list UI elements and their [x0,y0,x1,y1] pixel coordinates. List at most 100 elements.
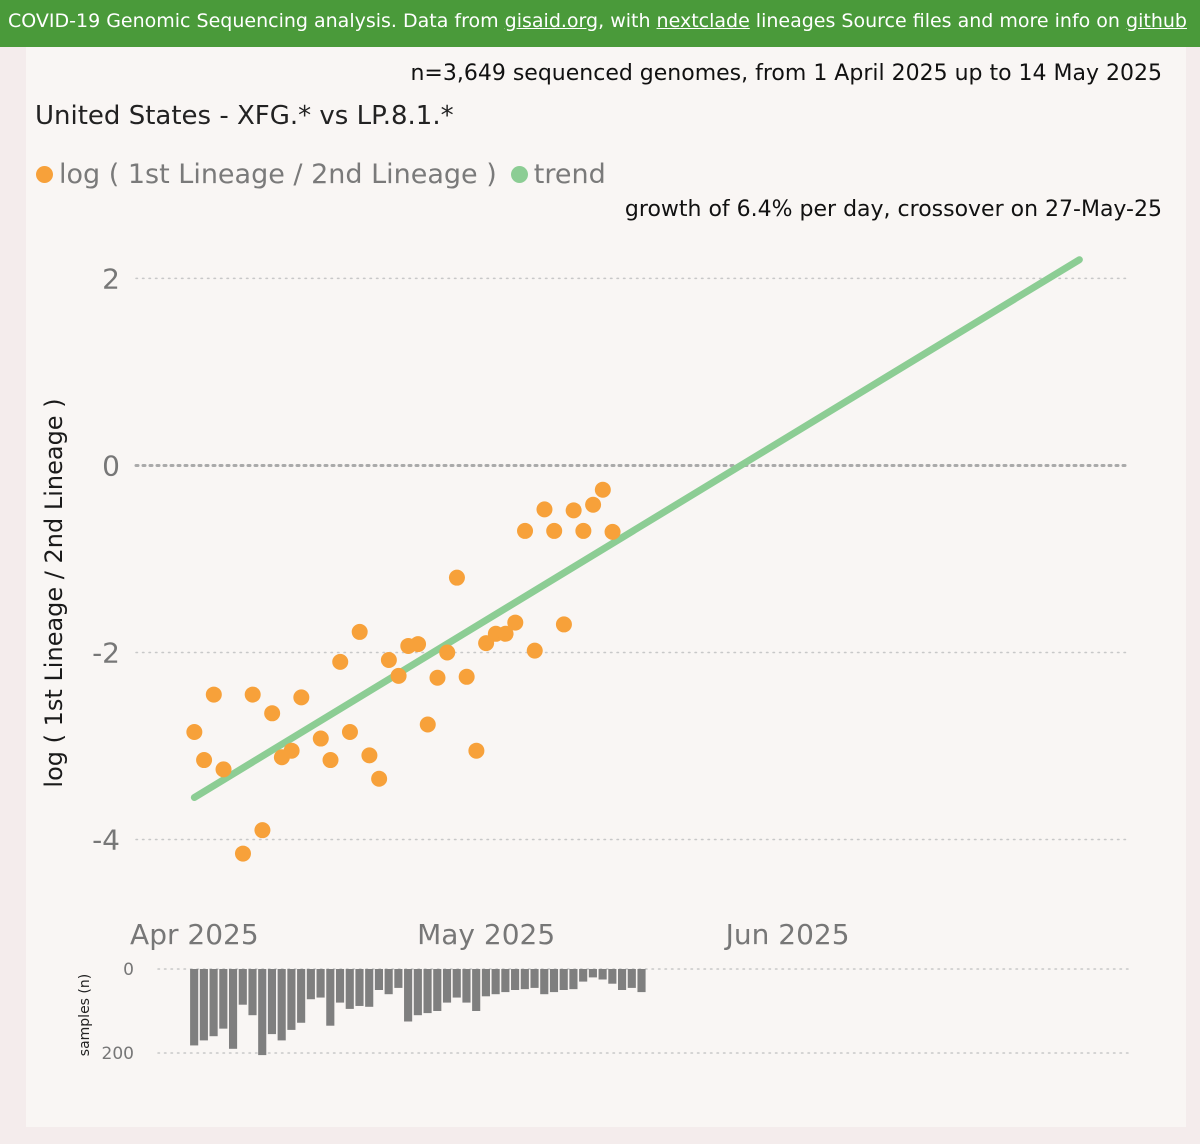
banner-text-3: lineages Source files and more info on [749,10,1127,32]
sample-bar [326,969,335,1026]
sample-bar [627,969,636,988]
sample-bar [618,969,627,990]
sample-bar [190,969,199,1046]
data-point [536,501,553,518]
data-point [410,636,427,653]
sample-bar [530,969,539,988]
growth-annotation: growth of 6.4% per day, crossover on 27-… [624,197,1162,222]
data-point [555,616,572,633]
data-point [565,502,582,519]
data-point [312,730,329,747]
data-point [390,667,407,684]
sample-bar [267,969,277,1035]
data-point [196,752,213,769]
data-point [575,522,592,539]
y-tick-label: -2 [92,636,120,669]
sample-bar [199,969,208,1041]
data-point [351,623,368,640]
sample-bar [404,969,413,1022]
sample-bar [413,969,422,1016]
data-point [371,770,388,787]
data-point [361,747,378,764]
sample-bar [481,969,490,997]
data-point [468,742,485,759]
sample-bar [345,969,354,1009]
sample-bar [608,969,617,984]
data-point [517,522,534,539]
sample-bar [384,969,393,995]
nextclade-link[interactable]: nextclade [656,10,750,32]
bar-axis-label: samples (n) [77,974,93,1056]
sample-bar [452,969,461,998]
data-point [205,686,222,703]
trend-line [190,256,1083,801]
sample-bar [306,969,315,1000]
github-link[interactable]: github [1126,10,1187,32]
sample-bar [209,969,218,1037]
data-point [341,723,358,740]
sample-bar [442,969,452,1003]
sample-bar [549,969,559,993]
bar-tick-label: 0 [123,960,134,980]
x-tick-label: May 2025 [417,918,555,951]
bar-tick-label: 200 [102,1044,134,1064]
data-point [244,686,261,703]
data-point [254,822,271,839]
sample-bar [238,969,247,1005]
banner-text-2: , with [598,10,657,32]
sample-bar [588,969,597,978]
data-point [293,689,310,706]
data-point [429,669,446,686]
sample-bar [297,969,306,1023]
sample-bar [423,969,432,1014]
banner-text-1: COVID-19 Genomic Sequencing analysis. Da… [8,10,505,32]
y-tick-label: -4 [92,824,120,857]
gisaid-link[interactable]: gisaid.org [504,10,599,32]
sample-bar [355,969,364,1006]
data-point [283,742,300,759]
sample-bar [219,969,228,1029]
sample-bar [462,969,471,1003]
data-point [546,522,563,539]
y-axis-label: log ( 1st Lineage / 2nd Lineage ) [40,398,68,787]
data-point [186,723,203,740]
sample-bar [277,969,286,1041]
sample-bar [511,969,520,990]
sample-bar [579,969,588,982]
sample-bar [287,969,296,1030]
sample-bar [374,969,383,990]
sample-bar [472,969,481,1011]
sample-bar [228,969,238,1049]
sample-bar [258,969,267,1056]
data-point [215,761,232,778]
data-point [585,496,602,513]
legend-item-trend[interactable]: trend [510,159,606,190]
y-tick-label: 0 [102,449,120,482]
sample-bar [433,969,442,1011]
y-tick-label: 2 [102,262,120,295]
legend-points-label: log ( 1st Lineage / 2nd Lineage ) [59,159,497,190]
chart-title: United States - XFG.* vs LP.8.1.* [35,101,454,131]
legend-trend-label: trend [533,159,606,190]
sample-bar [540,969,549,995]
data-point [439,644,456,661]
x-tick-label: Jun 2025 [724,918,850,951]
sample-bar [520,969,529,990]
chart-subtitle: n=3,649 sequenced genomes, from 1 April … [410,61,1162,86]
data-point [380,651,397,668]
data-point [419,716,436,733]
data-point [234,845,251,862]
legend-points-marker [36,166,53,183]
top-banner: COVID-19 Genomic Sequencing analysis. Da… [0,0,1200,47]
sample-bar [248,969,257,1016]
data-point [448,569,465,586]
chart-legend: log ( 1st Lineage / 2nd Lineage ) trend [36,159,620,190]
sample-bar [569,969,578,990]
legend-item-points[interactable]: log ( 1st Lineage / 2nd Lineage ) [36,159,497,190]
sample-bar [365,969,374,1007]
sample-bar [335,969,345,1003]
legend-trend-marker [510,166,528,183]
x-tick-label: Apr 2025 [130,918,259,951]
chart-area: 2 0 -2 -4 log ( 1st Lineage / 2nd Lineage ) A… [40,256,1130,1064]
data-point [604,523,621,540]
